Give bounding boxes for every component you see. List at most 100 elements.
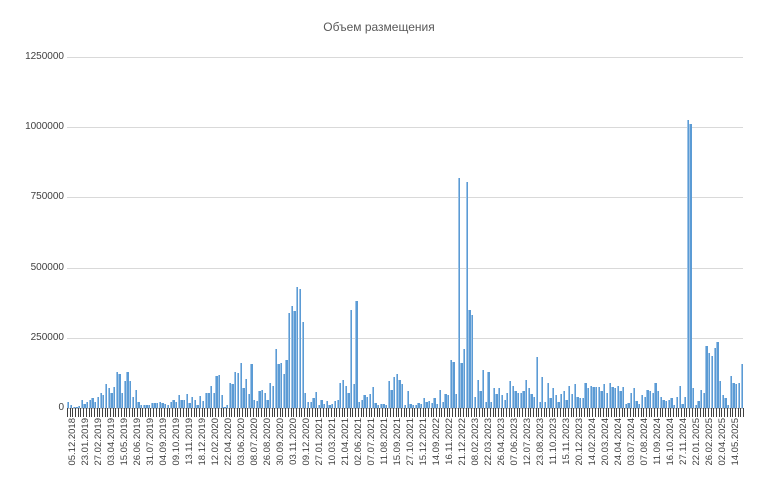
bar (153, 402, 156, 408)
bar (271, 385, 275, 408)
x-tick (376, 408, 378, 417)
x-tick-label: 23.08.2023 (534, 418, 546, 466)
bar (231, 384, 234, 408)
x-tick (734, 408, 736, 417)
x-tick (347, 408, 349, 417)
x-tick (277, 408, 279, 417)
x-tick-label: 26.04.2023 (495, 418, 507, 466)
x-axis-line (67, 408, 743, 409)
bar (721, 395, 724, 408)
bar (506, 392, 509, 408)
bar (452, 361, 455, 408)
bar (325, 400, 329, 408)
x-tick (285, 408, 287, 417)
x-tick (387, 408, 389, 417)
bar (441, 401, 444, 408)
bar (463, 349, 466, 408)
x-tick (737, 408, 739, 417)
bar (333, 400, 337, 408)
bar (317, 405, 320, 408)
bar (112, 386, 116, 408)
bar (484, 402, 487, 408)
bar (665, 400, 668, 408)
x-tick (705, 408, 707, 417)
bar (253, 399, 256, 408)
bar (455, 393, 458, 408)
x-tick (239, 408, 241, 417)
bar (371, 386, 374, 408)
x-tick (306, 408, 308, 417)
gridline (67, 337, 743, 339)
bar (401, 384, 404, 408)
x-tick (629, 408, 631, 417)
x-tick (196, 408, 198, 417)
x-tick (180, 408, 182, 417)
x-tick (511, 408, 513, 417)
bar (387, 381, 390, 408)
x-tick (446, 408, 448, 417)
x-tick (473, 408, 475, 417)
bar (382, 403, 385, 408)
x-tick (449, 408, 451, 417)
x-tick (656, 408, 658, 417)
bar (312, 398, 315, 408)
x-tick (395, 408, 397, 417)
x-tick (527, 408, 529, 417)
x-tick (236, 408, 238, 417)
x-tick-label: 03.06.2020 (235, 418, 247, 466)
x-tick (104, 408, 106, 417)
bar (525, 379, 528, 408)
bar (549, 398, 552, 408)
x-tick (93, 408, 95, 417)
x-tick (317, 408, 319, 417)
x-tick (403, 408, 405, 417)
x-tick (514, 408, 516, 417)
bar (218, 374, 221, 408)
bar (320, 399, 323, 408)
bar (129, 381, 132, 408)
bar (347, 392, 350, 408)
gridline (67, 57, 743, 58)
bar (527, 388, 531, 408)
bar (420, 403, 423, 408)
x-tick (508, 408, 510, 417)
x-tick (279, 408, 281, 417)
x-tick-label: 02.06.2021 (352, 418, 364, 466)
x-tick (740, 408, 742, 417)
x-tick (233, 408, 235, 417)
bar (102, 395, 105, 408)
x-tick (112, 408, 114, 417)
x-tick (177, 408, 179, 417)
x-tick (123, 408, 125, 417)
x-tick (172, 408, 174, 417)
bar (352, 384, 355, 408)
bar (490, 402, 493, 408)
bar (603, 384, 606, 408)
x-tick (322, 408, 324, 417)
bar (498, 388, 501, 408)
x-tick (699, 408, 701, 417)
bar (438, 389, 442, 408)
bar (277, 364, 280, 408)
x-tick-label: 30.09.2020 (274, 418, 286, 466)
x-tick (430, 408, 432, 417)
x-tick (470, 408, 472, 417)
x-tick (621, 408, 623, 417)
bar (137, 402, 140, 408)
bar (595, 386, 598, 408)
bar (737, 382, 741, 408)
bar (309, 401, 312, 408)
x-tick (667, 408, 669, 417)
x-tick-label: 15.09.2021 (391, 418, 403, 466)
x-tick (576, 408, 578, 417)
x-tick (365, 408, 367, 417)
bar (193, 399, 197, 408)
x-tick-label: 20.12.2023 (573, 418, 585, 466)
x-tick (390, 408, 392, 417)
x-tick (532, 408, 534, 417)
gridline (67, 267, 743, 269)
x-tick (419, 408, 421, 417)
bar (75, 407, 78, 408)
bar (263, 392, 267, 408)
bar (282, 374, 285, 408)
